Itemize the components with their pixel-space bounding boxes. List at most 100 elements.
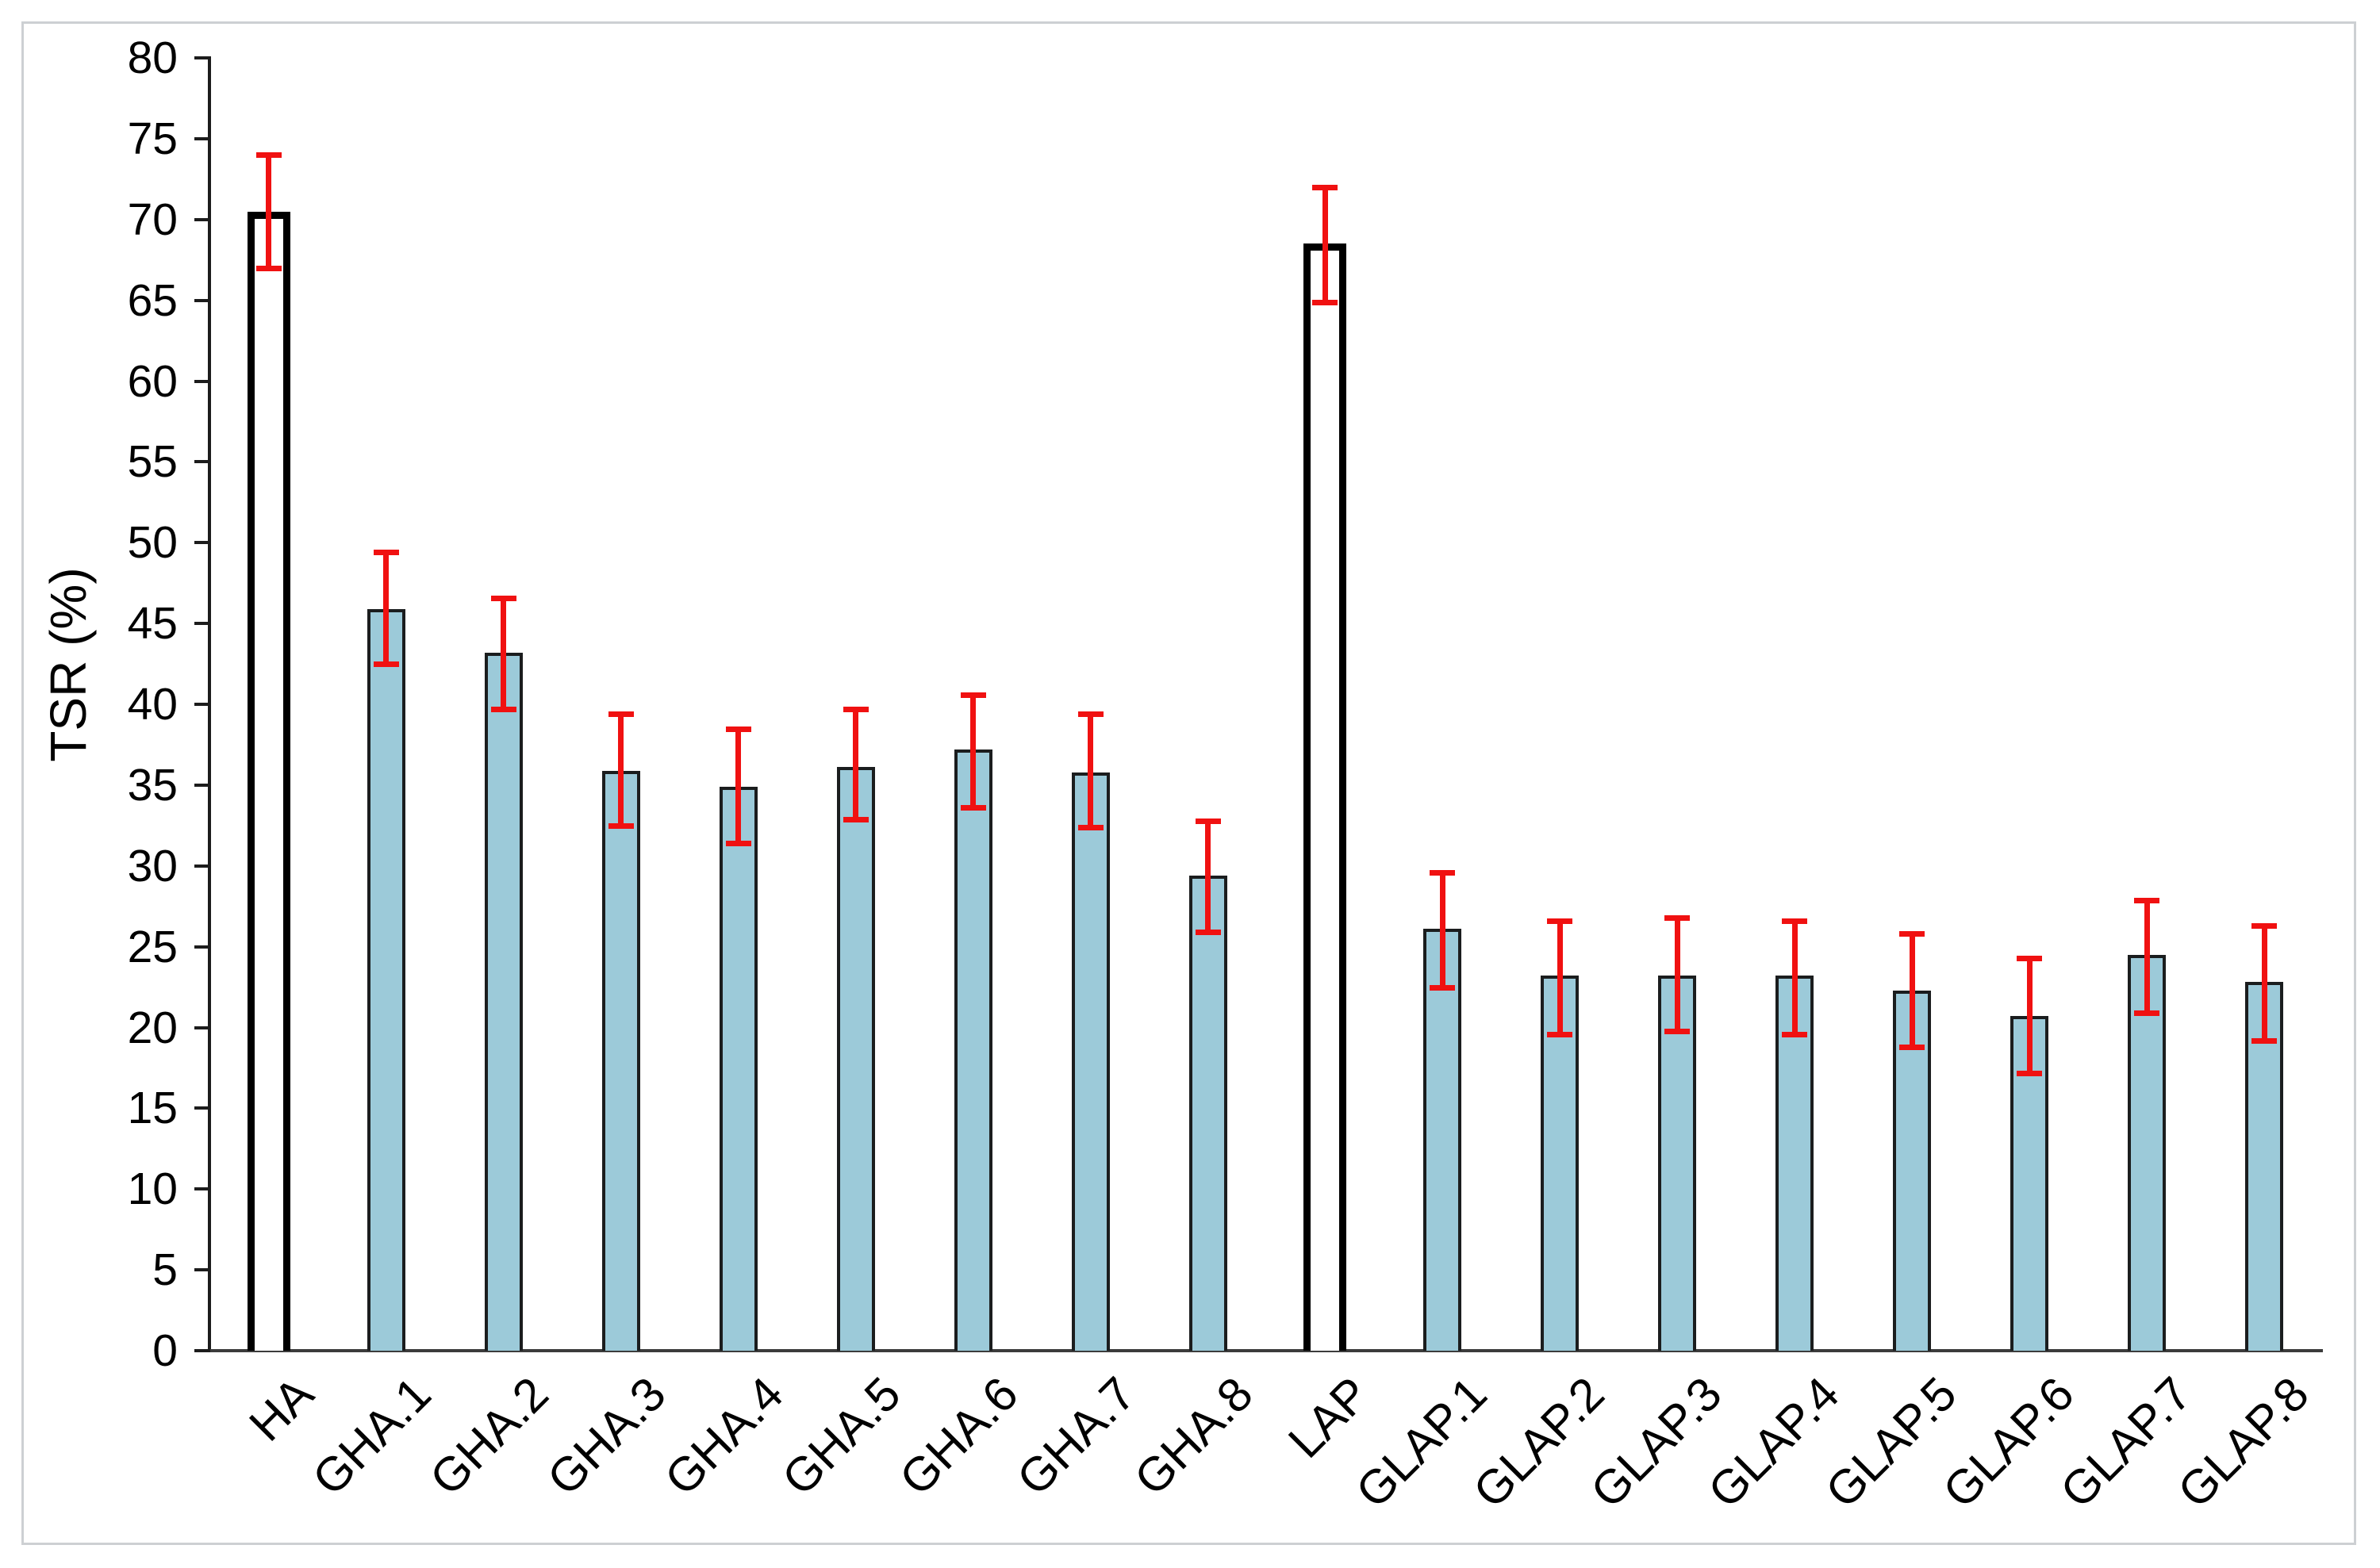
error-bar-stem bbox=[266, 155, 272, 268]
error-bar-stem bbox=[735, 728, 742, 844]
y-tick-mark bbox=[194, 56, 210, 59]
bar bbox=[719, 786, 758, 1351]
bar-outline bbox=[1303, 243, 1347, 1351]
bar bbox=[484, 652, 523, 1351]
chart-frame bbox=[21, 21, 2356, 1545]
error-bar-stem bbox=[2261, 926, 2267, 1041]
y-tick-mark bbox=[194, 703, 210, 706]
error-bar-stem bbox=[501, 597, 507, 710]
error-bar-cap-top bbox=[1664, 914, 1691, 921]
y-tick-label: 30 bbox=[127, 840, 178, 891]
y-tick-mark bbox=[194, 1349, 210, 1352]
y-tick-label: 25 bbox=[127, 921, 178, 972]
error-bar-cap-bottom bbox=[1899, 1044, 1925, 1050]
error-bar-stem bbox=[970, 694, 977, 808]
error-bar-cap-bottom bbox=[373, 661, 399, 668]
error-bar-cap-top bbox=[2017, 955, 2043, 961]
error-bar-cap-bottom bbox=[490, 707, 516, 713]
y-tick-label: 20 bbox=[127, 1002, 178, 1053]
bar bbox=[1188, 875, 1227, 1351]
y-tick-label: 0 bbox=[152, 1325, 178, 1376]
y-tick-mark bbox=[194, 783, 210, 787]
y-tick-label: 45 bbox=[127, 598, 178, 650]
error-bar-stem bbox=[1791, 921, 1798, 1034]
y-tick-mark bbox=[194, 379, 210, 383]
error-bar-cap-top bbox=[1312, 185, 1338, 190]
error-bar-cap-top bbox=[373, 550, 399, 556]
y-axis-line bbox=[208, 56, 211, 1352]
y-tick-mark bbox=[194, 217, 210, 221]
error-bar-stem bbox=[1674, 917, 1680, 1031]
y-tick-mark bbox=[194, 136, 210, 140]
error-bar-cap-bottom bbox=[608, 822, 634, 829]
bar bbox=[1423, 929, 1462, 1351]
bar bbox=[1658, 976, 1697, 1351]
error-bar-stem bbox=[1205, 820, 1211, 933]
error-bar-stem bbox=[2144, 899, 2150, 1014]
error-bar-stem bbox=[1557, 921, 1563, 1034]
bar bbox=[1775, 976, 1814, 1351]
error-bar-cap-bottom bbox=[1195, 930, 1221, 936]
error-bar-cap-bottom bbox=[2251, 1037, 2278, 1044]
error-bar-cap-top bbox=[608, 711, 634, 718]
error-bar-cap-top bbox=[255, 152, 282, 159]
x-axis-line bbox=[210, 1349, 2323, 1352]
error-bar-cap-top bbox=[1195, 818, 1221, 824]
error-bar-cap-bottom bbox=[1782, 1031, 1808, 1037]
error-bar-cap-top bbox=[960, 692, 986, 698]
y-tick-mark bbox=[194, 460, 210, 464]
bar bbox=[1071, 772, 1110, 1351]
error-bar-cap-top bbox=[1782, 918, 1808, 925]
error-bar-cap-bottom bbox=[1077, 824, 1104, 830]
y-tick-mark bbox=[194, 945, 210, 949]
y-tick-mark bbox=[194, 864, 210, 868]
error-bar-stem bbox=[618, 714, 624, 826]
error-bar-cap-bottom bbox=[2017, 1070, 2043, 1076]
y-tick-mark bbox=[194, 541, 210, 545]
error-bar-cap-bottom bbox=[843, 816, 869, 822]
bar-outline bbox=[247, 211, 290, 1351]
bar bbox=[954, 749, 992, 1351]
y-tick-label: 80 bbox=[127, 33, 178, 83]
error-bar-cap-top bbox=[2251, 923, 2278, 930]
y-tick-mark bbox=[194, 1187, 210, 1191]
bar bbox=[2245, 982, 2284, 1351]
error-bar-stem bbox=[853, 709, 859, 819]
error-bar-cap-top bbox=[1547, 918, 1573, 925]
error-bar-cap-bottom bbox=[960, 805, 986, 811]
y-tick-mark bbox=[194, 1106, 210, 1110]
bar bbox=[1893, 990, 1932, 1351]
error-bar-cap-top bbox=[1430, 869, 1456, 876]
y-tick-mark bbox=[194, 622, 210, 626]
error-bar-cap-bottom bbox=[2134, 1010, 2160, 1017]
error-bar-cap-bottom bbox=[1664, 1028, 1691, 1034]
y-axis-title: TSR (%) bbox=[40, 567, 97, 762]
y-tick-label: 5 bbox=[152, 1244, 178, 1296]
y-tick-label: 40 bbox=[127, 679, 178, 730]
y-tick-label: 35 bbox=[127, 759, 178, 811]
error-bar-stem bbox=[1322, 187, 1328, 302]
y-tick-label: 55 bbox=[127, 436, 178, 488]
error-bar-stem bbox=[2026, 957, 2033, 1073]
y-tick-label: 70 bbox=[127, 194, 178, 245]
bar bbox=[367, 608, 405, 1351]
error-bar-cap-bottom bbox=[725, 841, 751, 847]
y-tick-label: 50 bbox=[127, 517, 178, 569]
error-bar-cap-bottom bbox=[1312, 299, 1338, 305]
error-bar-cap-top bbox=[1899, 931, 1925, 937]
error-bar-cap-bottom bbox=[1547, 1031, 1573, 1037]
error-bar-cap-bottom bbox=[1430, 984, 1456, 991]
error-bar-cap-top bbox=[1077, 711, 1104, 718]
y-tick-mark bbox=[194, 1268, 210, 1272]
error-bar-cap-top bbox=[490, 595, 516, 601]
error-bar-cap-bottom bbox=[255, 265, 282, 271]
error-bar-stem bbox=[383, 552, 390, 665]
y-tick-mark bbox=[194, 298, 210, 302]
bar bbox=[601, 770, 640, 1351]
bar bbox=[1541, 976, 1580, 1351]
error-bar-cap-top bbox=[2134, 897, 2160, 903]
bar bbox=[836, 767, 875, 1351]
bar bbox=[2128, 954, 2167, 1351]
